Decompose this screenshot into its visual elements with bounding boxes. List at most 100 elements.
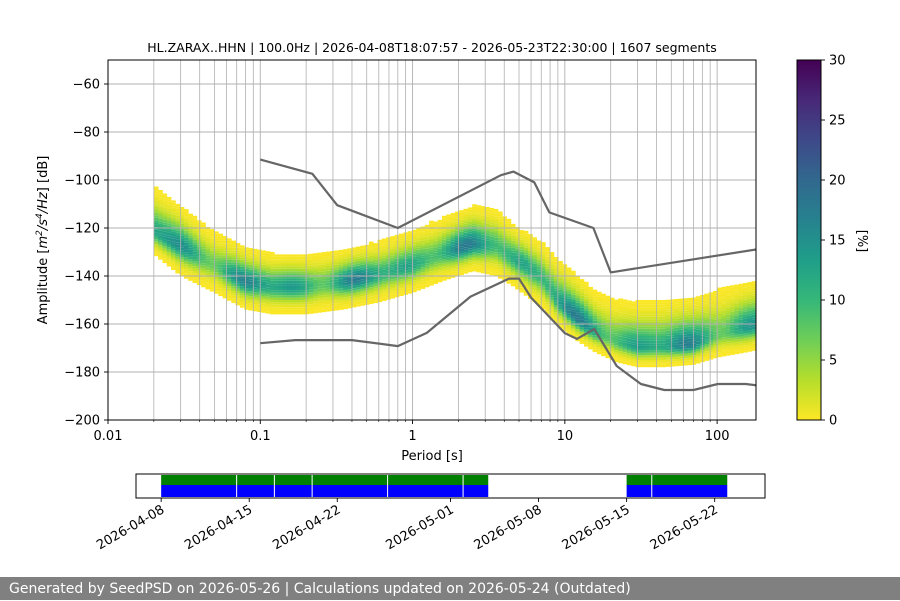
heatmap-cell [601,300,606,304]
heatmap-cell [618,334,624,337]
heatmap-cell [442,223,447,226]
heatmap-cell [257,254,262,257]
heatmap-cell [657,300,662,303]
heatmap-cell [442,256,447,260]
heatmap-cell [704,341,710,345]
heatmap-cell [321,276,327,279]
heatmap-cell [583,329,589,333]
heatmap-cell [334,279,340,282]
heatmap-cell [282,312,288,315]
heatmap-cell [626,353,632,356]
heatmap-cell [244,249,249,253]
heatmap-cell [575,338,581,342]
heatmap-cell [601,320,606,323]
heatmap-cell [347,260,353,263]
heatmap-cell [183,221,189,224]
heatmap-cell [153,200,159,204]
heatmap-cell [343,277,348,281]
heatmap-cell [437,236,443,240]
heatmap-cell [506,271,512,275]
heatmap-cell [532,239,538,243]
heatmap-cell [390,293,396,297]
heatmap-cell [373,271,378,275]
heatmap-cell [424,232,430,235]
heatmap-cell [601,315,606,318]
heatmap-cell [442,239,447,243]
heatmap-cell [239,262,245,265]
heatmap-cell [549,292,555,296]
heatmap-cell [695,301,701,304]
heatmap-cell [704,344,710,347]
heatmap-cell [325,277,331,281]
heatmap-cell [209,245,215,249]
heatmap-cell [244,261,249,265]
heatmap-cell [652,314,658,317]
heatmap-cell [317,255,322,258]
heatmap-cell [536,278,542,282]
heatmap-cell [192,268,198,271]
heatmap-cell [239,286,245,289]
heatmap-cell [549,256,555,260]
heatmap-cell [588,296,593,299]
heatmap-cell [485,262,490,265]
heatmap-cell [291,268,297,272]
heatmap-cell [334,250,340,253]
heatmap-cell [433,243,439,246]
heatmap-cell [446,250,452,253]
heatmap-cell [497,249,503,253]
heatmap-cell [226,245,232,248]
heatmap-cell [472,216,477,219]
heatmap-cell [605,307,611,311]
heatmap-cell [747,284,753,287]
heatmap-cell [549,309,555,313]
heatmap-cell [497,269,503,272]
heatmap-cell [265,284,271,288]
heatmap-cell [596,299,602,302]
heatmap-cell [377,292,383,295]
heatmap-cell [231,293,236,296]
heatmap-cell [743,347,748,351]
heatmap-cell [571,299,576,302]
heatmap-cell [407,286,413,289]
heatmap-cell [188,261,193,265]
heatmap-cell [269,309,275,312]
heatmap-cell [605,319,611,323]
heatmap-cell [416,242,421,245]
heatmap-cell [652,336,658,339]
heatmap-cell [510,257,516,260]
heatmap-cell [394,242,400,245]
heatmap-cell [669,344,675,348]
heatmap-cell [571,318,576,322]
heatmap-cell [639,343,645,346]
heatmap-cell [730,335,735,339]
heatmap-cell [523,245,529,248]
heatmap-cell [265,299,271,302]
heatmap-cell [596,325,602,328]
heatmap-cell [506,223,512,227]
heatmap-cell [485,231,490,234]
heatmap-cell [489,229,495,232]
heatmap-cell [201,253,206,257]
heatmap-cell [442,220,447,224]
heatmap-cell [183,235,189,238]
heatmap-cell [489,212,495,216]
heatmap-cell [682,300,688,304]
heatmap-cell [596,303,602,307]
heatmap-cell [205,279,211,283]
heatmap-cell [545,311,550,315]
heatmap-cell [282,295,288,298]
heatmap-cell [626,331,632,335]
heatmap-cell [274,309,279,312]
heatmap-cell [536,288,542,291]
heatmap-cell [175,261,181,264]
heatmap-cell [631,308,636,312]
heatmap-cell [579,283,585,287]
heatmap-cell [205,287,211,290]
heatmap-cell [648,307,654,310]
heatmap-cell [467,214,473,218]
heatmap-cell [261,296,267,299]
heatmap-cell [618,341,624,345]
heatmap-cell [515,287,520,290]
heatmap-cell [695,341,701,345]
heatmap-cell [725,314,731,318]
